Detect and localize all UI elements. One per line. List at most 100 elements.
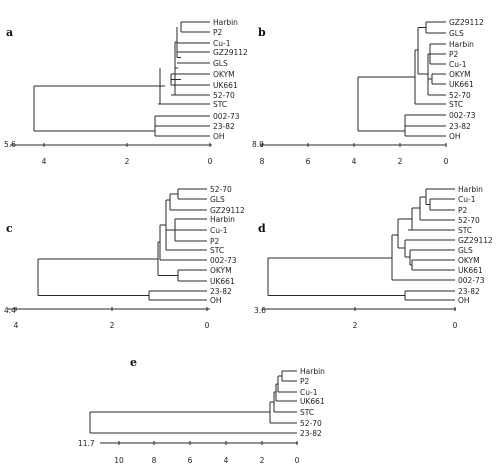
leaf-label-a-9: 002-73 [213, 112, 240, 121]
tick-a-1: 2 [125, 157, 130, 166]
leaf-label-a-11: OH [213, 132, 225, 141]
leaf-label-c-5: P2 [210, 237, 220, 246]
tick-b-1: 6 [306, 157, 311, 166]
leaf-labels-b: GZ29112 GLS Harbin P2 Cu-1 OKYM UK661 52… [449, 18, 484, 141]
tick-e-3: 4 [224, 456, 229, 465]
panel-label-d: d [258, 222, 266, 235]
tick-c-2: 0 [205, 321, 210, 330]
panel-b: b 8 6 4 2 0 8.0 GZ29112 GLS Harbin P2 Cu… [252, 18, 484, 166]
panel-label-b: b [258, 26, 266, 39]
leaf-label-c-1: GLS [210, 195, 225, 204]
leaf-label-a-5: OKYM [213, 70, 235, 79]
scale-a: 5.6 [4, 140, 16, 149]
leaf-label-a-8: STC [213, 100, 227, 109]
leaf-label-d-5: GZ29112 [458, 236, 493, 245]
leaf-label-a-6: UK661 [213, 81, 238, 90]
axis-d: 2 0 3.6 [254, 306, 458, 330]
leaf-label-a-0: Harbin [213, 18, 238, 27]
leaf-label-c-0: 52-70 [210, 185, 232, 194]
tick-a-0: 4 [42, 157, 47, 166]
leaf-labels-d: Harbin Cu-1 P2 52-70 STC GZ29112 GLS OKY… [458, 185, 493, 305]
leaf-label-a-10: 23-82 [213, 122, 235, 131]
axis-e: 10 8 6 4 2 0 11.7 [78, 439, 300, 465]
panel-label-c: c [6, 222, 13, 235]
leaf-label-a-4: GLS [213, 59, 228, 68]
leaf-label-b-5: OKYM [449, 70, 471, 79]
leaf-label-b-8: STC [449, 100, 463, 109]
leaf-label-d-9: 002-73 [458, 276, 485, 285]
axis-c: 4 2 0 4.4 [4, 306, 210, 330]
leaf-label-c-9: UK661 [210, 277, 235, 286]
leaf-label-c-7: 002-73 [210, 256, 237, 265]
leaf-label-d-0: Harbin [458, 185, 483, 194]
leaf-label-a-2: Cu-1 [213, 39, 231, 48]
tick-e-0: 10 [114, 456, 124, 465]
tree-d [267, 188, 455, 301]
leaf-label-a-7: 52-70 [213, 91, 235, 100]
leaf-label-c-3: Harbin [210, 215, 235, 224]
scale-b: 8.0 [252, 140, 264, 149]
leaf-labels-a: Harbin P2 Cu-1 GZ29112 GLS OKYM UK661 52… [213, 18, 248, 141]
leaf-label-a-3: GZ29112 [213, 48, 248, 57]
scale-d: 3.6 [254, 306, 266, 315]
leaf-label-d-2: P2 [458, 206, 468, 215]
leaf-label-b-1: GLS [449, 29, 464, 38]
leaf-label-d-11: OH [458, 296, 470, 305]
tick-c-0: 4 [14, 321, 19, 330]
leaf-label-b-0: GZ29112 [449, 18, 484, 27]
leaf-label-a-1: P2 [213, 28, 223, 37]
leaf-labels-e: Harbin P2 Cu-1 UK661 STC 52-70 23-82 [300, 367, 325, 438]
axis-b: 8 6 4 2 0 8.0 [252, 140, 449, 166]
leaf-label-d-6: GLS [458, 246, 473, 255]
leaf-label-c-4: Cu-1 [210, 226, 228, 235]
leaf-label-b-4: Cu-1 [449, 60, 467, 69]
leaf-label-c-10: 23-82 [210, 287, 232, 296]
leaf-label-d-7: OKYM [458, 256, 480, 265]
tick-a-2: 0 [208, 157, 213, 166]
leaf-label-b-9: 002-73 [449, 111, 476, 120]
scale-c: 4.4 [4, 306, 16, 315]
leaf-label-c-8: OKYM [210, 266, 232, 275]
panel-label-a: a [6, 26, 13, 39]
leaf-label-e-6: 23-82 [300, 429, 322, 438]
leaf-label-d-1: Cu-1 [458, 195, 476, 204]
tree-c [37, 188, 207, 301]
panel-label-e: e [130, 356, 137, 369]
leaf-label-c-6: STC [210, 246, 224, 255]
leaf-label-c-11: OH [210, 296, 222, 305]
tick-b-2: 4 [352, 157, 357, 166]
leaf-label-b-7: 52-70 [449, 91, 471, 100]
panel-a: a 4 2 0 5.6 Harbin P2 Cu-1 GZ29112 GLS O… [4, 18, 248, 166]
tree-a [33, 21, 210, 137]
tick-e-2: 6 [188, 456, 193, 465]
leaf-labels-c: 52-70 GLS GZ29112 Harbin Cu-1 P2 STC 002… [210, 185, 245, 305]
tick-c-1: 2 [110, 321, 115, 330]
leaf-label-b-2: Harbin [449, 40, 474, 49]
leaf-label-b-6: UK661 [449, 80, 474, 89]
leaf-label-c-2: GZ29112 [210, 206, 245, 215]
tick-e-4: 2 [260, 456, 265, 465]
tick-b-0: 8 [260, 157, 265, 166]
panel-d: d 2 0 3.6 Harbin Cu-1 P2 52-70 STC GZ291… [254, 185, 493, 330]
leaf-label-e-4: STC [300, 408, 314, 417]
tick-b-3: 2 [398, 157, 403, 166]
tick-e-5: 0 [295, 456, 300, 465]
leaf-label-d-10: 23-82 [458, 287, 480, 296]
tree-e [89, 370, 297, 434]
leaf-label-e-5: 52-70 [300, 419, 322, 428]
leaf-label-e-3: UK661 [300, 397, 325, 406]
tree-b [357, 21, 446, 137]
leaf-label-b-3: P2 [449, 50, 459, 59]
panel-c: c 4 2 0 4.4 52-70 GLS GZ29112 Harbin Cu-… [4, 185, 245, 330]
leaf-label-e-1: P2 [300, 377, 310, 386]
tick-e-1: 8 [152, 456, 157, 465]
leaf-label-b-11: OH [449, 132, 461, 141]
leaf-label-e-0: Harbin [300, 367, 325, 376]
leaf-label-d-4: STC [458, 226, 472, 235]
leaf-label-b-10: 23-82 [449, 122, 471, 131]
leaf-label-d-8: UK661 [458, 266, 483, 275]
panel-e: e 10 8 6 4 2 0 11.7 Harbin P2 Cu-1 UK661 [78, 356, 325, 465]
leaf-label-d-3: 52-70 [458, 216, 480, 225]
